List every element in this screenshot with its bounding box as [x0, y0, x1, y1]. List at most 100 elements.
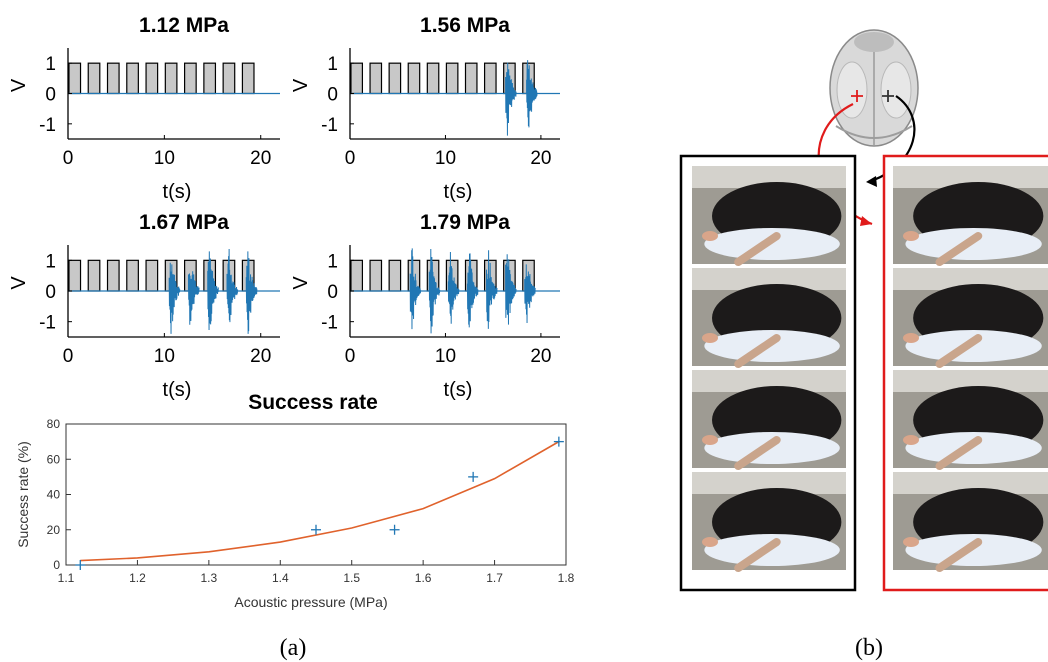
stimulus-pulse	[106, 62, 120, 95]
y-tick-label: 1	[45, 54, 56, 75]
y-axis-label: Success rate (%)	[15, 441, 31, 548]
pillow	[704, 228, 840, 260]
y-tick-label: 0	[327, 85, 338, 106]
subplot-title: 1.79 MPa	[420, 211, 510, 234]
mouse-photo-icon	[893, 472, 1048, 572]
mouse-photo-icon	[893, 370, 1048, 470]
y-tick-label: -1	[39, 313, 56, 334]
mouse-paw	[702, 537, 718, 547]
x-tick-label: 10	[154, 346, 175, 367]
mouse-paw	[903, 333, 919, 343]
stimulus-pulse	[106, 259, 120, 292]
x-tick-label: 1.6	[415, 571, 432, 585]
y-tick-label: 0	[45, 282, 56, 303]
data-point	[311, 524, 321, 535]
x-tick-label: 1.4	[272, 571, 289, 585]
y-tick-label: 1	[45, 251, 56, 272]
chart-title: Success rate	[248, 391, 378, 414]
data-point	[468, 471, 479, 482]
x-axis-label: t(s)	[444, 181, 473, 203]
pillow	[704, 432, 840, 464]
mouse-photo-icon	[893, 268, 1048, 368]
mouse-paw	[903, 435, 919, 445]
y-axis-label: V	[290, 276, 312, 290]
mouse-photo-icon	[893, 166, 1048, 266]
x-tick-label: 20	[530, 346, 551, 367]
stimulus-pulse	[68, 259, 82, 292]
right-photo-strip	[882, 154, 1048, 592]
response-burst	[226, 248, 239, 323]
x-tick-label: 1.2	[129, 571, 146, 585]
pillow	[905, 228, 1042, 260]
x-tick-label: 0	[63, 148, 74, 169]
x-axis-label: t(s)	[444, 379, 473, 401]
stimulus-pulse	[483, 62, 497, 95]
stimulus-pulse	[203, 62, 217, 95]
response-burst	[187, 271, 200, 325]
x-tick-label: 0	[345, 148, 356, 169]
data-point	[389, 524, 400, 535]
stimulus-pulse	[126, 62, 139, 95]
mouse-tail	[734, 436, 781, 470]
response-burst	[505, 254, 517, 325]
mouse-paw	[702, 333, 718, 343]
response-burst	[409, 248, 422, 330]
y-tick-label: -1	[321, 115, 338, 136]
y-axis-label: V	[8, 78, 30, 92]
mouse-tail	[734, 538, 781, 572]
mouse-paw	[702, 231, 718, 241]
x-tick-label: 1.7	[486, 571, 503, 585]
stimulus-pulse	[369, 259, 383, 292]
stimulus-pulse	[87, 259, 101, 292]
response-burst	[207, 251, 219, 331]
mouse-paw	[903, 231, 919, 241]
stimulus-pulse	[388, 259, 402, 292]
y-tick-label: 0	[53, 558, 60, 572]
y-tick-label: 0	[327, 282, 338, 303]
plot-frame	[65, 423, 567, 566]
x-tick-label: 10	[435, 346, 456, 367]
stimulus-pulse	[426, 62, 440, 95]
panel-label-a: (a)	[280, 635, 307, 661]
photo-top	[692, 268, 846, 290]
subplot-title: 1.56 MPa	[420, 14, 510, 37]
photo-top	[893, 166, 1048, 188]
stimulus-pulse	[145, 62, 159, 95]
stimulus-pulse	[164, 62, 178, 95]
success-rate-chart: Success rate 0 20 40 60 80 1.1 1.2 1.3 1.4 1.5 1.6 1…	[15, 391, 575, 610]
stimulus-pulse	[350, 259, 364, 292]
x-tick-label: 20	[250, 148, 271, 169]
response-burst	[466, 253, 479, 328]
stimulus-pulse	[87, 62, 101, 95]
x-tick-label: 1.8	[558, 571, 575, 585]
subplot-title: 1.67 MPa	[139, 211, 229, 234]
y-tick-label: 0	[45, 85, 56, 106]
pillow	[704, 330, 840, 362]
photo-top	[893, 472, 1048, 494]
mouse-tail	[935, 436, 983, 470]
response-burst	[524, 264, 536, 323]
x-tick-label: 1.1	[58, 571, 75, 585]
x-tick-label: 10	[154, 148, 175, 169]
y-axis-label: V	[8, 276, 30, 290]
subplot-title: 1.12 MPa	[139, 14, 229, 37]
y-tick-label: 60	[47, 452, 61, 466]
mouse-brain-icon	[829, 29, 919, 147]
x-tick-label: 0	[345, 346, 356, 367]
stimulus-pulse	[145, 259, 159, 292]
stimulus-pulse	[222, 62, 236, 95]
x-axis-label: t(s)	[163, 181, 192, 203]
pillow	[905, 534, 1042, 566]
pillow	[905, 432, 1042, 464]
mouse-tail	[935, 334, 983, 368]
mouse-tail	[935, 232, 983, 266]
mouse-paw	[903, 537, 919, 547]
stimulus-pulse	[388, 62, 402, 95]
x-tick-label: 0	[63, 346, 74, 367]
photo-top	[692, 370, 846, 392]
y-tick-label: 1	[327, 54, 338, 75]
